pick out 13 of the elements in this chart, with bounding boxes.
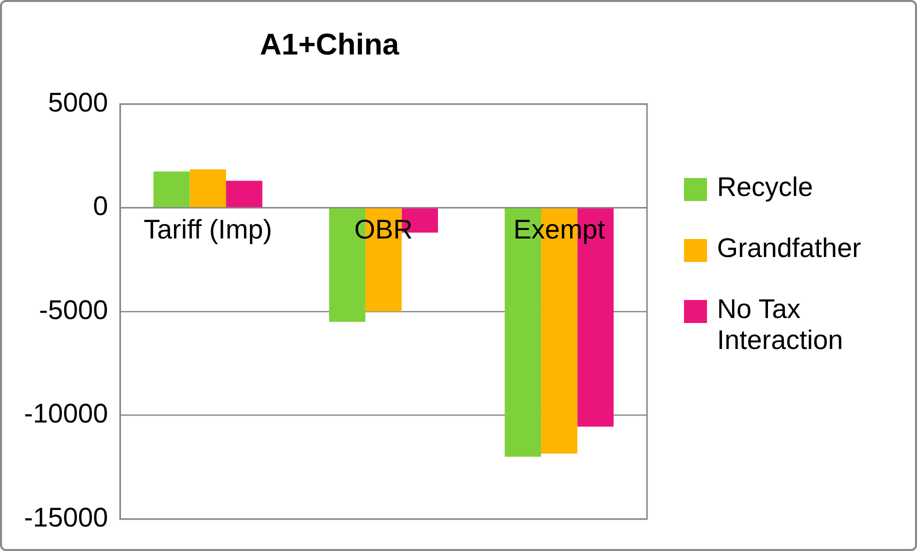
chart-title: A1+China (260, 28, 400, 62)
y-tick-label: -10000 (24, 398, 108, 429)
legend-label: Grandfather (717, 233, 862, 264)
x-tick-label: Tariff (Imp) (144, 214, 272, 245)
y-tick-label: -15000 (24, 502, 108, 532)
legend-label: Recycle (717, 172, 814, 203)
y-tick-label: 0 (93, 191, 108, 222)
bar (190, 169, 226, 208)
y-tick-label: 5000 (48, 87, 108, 118)
legend-label: No Tax Interaction (717, 294, 844, 356)
y-tick-label: -5000 (39, 294, 108, 325)
bar (153, 171, 190, 208)
bar (226, 180, 262, 208)
